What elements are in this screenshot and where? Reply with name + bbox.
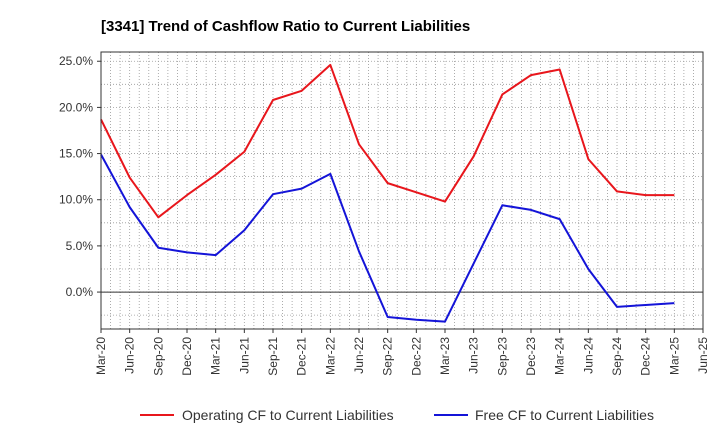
x-tick-label: Jun-22 xyxy=(352,337,366,374)
x-tick-label: Jun-21 xyxy=(237,337,251,374)
x-tick-label: Sep-21 xyxy=(266,337,280,376)
x-tick-label: Dec-21 xyxy=(295,337,309,376)
legend-label-free-cf: Free CF to Current Liabilities xyxy=(475,407,654,423)
legend: Operating CF to Current Liabilities Free… xyxy=(140,407,654,423)
x-tick-label: Mar-24 xyxy=(553,337,567,375)
y-tick-label: 0.0% xyxy=(66,285,94,299)
chart-title: [3341] Trend of Cashflow Ratio to Curren… xyxy=(101,18,470,35)
x-tick-label: Jun-23 xyxy=(467,337,481,374)
legend-label-operating-cf: Operating CF to Current Liabilities xyxy=(182,407,394,423)
x-tick-label: Sep-20 xyxy=(151,337,165,376)
x-tick-label: Mar-23 xyxy=(438,337,452,375)
x-tick-label: Jun-24 xyxy=(581,337,595,374)
plot-frame xyxy=(100,51,704,330)
y-tick-label: 20.0% xyxy=(59,100,93,114)
y-tick-label: 10.0% xyxy=(59,193,93,207)
x-tick-label: Sep-24 xyxy=(610,337,624,376)
series-line-free-cf xyxy=(100,154,675,323)
x-tick-label: Mar-21 xyxy=(209,337,223,375)
series-line-operating-cf xyxy=(100,63,675,219)
series-lines xyxy=(100,63,675,323)
y-tick-label: 5.0% xyxy=(66,239,94,253)
x-axis-ticks: Mar-20 Jun-20 Sep-20 Dec-20 Mar-21 Jun-21 Sep-… xyxy=(94,329,710,376)
grid-lines xyxy=(101,52,703,329)
x-tick-label: Mar-25 xyxy=(667,337,681,375)
y-tick-label: 25.0% xyxy=(59,54,93,68)
y-axis-ticks: 0.0% 5.0% 10.0% 15.0% 20.0% 25.0% xyxy=(59,54,101,299)
x-tick-label: Dec-24 xyxy=(639,337,653,376)
x-tick-label: Dec-22 xyxy=(409,337,423,376)
x-tick-label: Sep-22 xyxy=(381,337,395,376)
x-tick-label: Jun-25 xyxy=(696,337,710,374)
x-tick-label: Mar-22 xyxy=(323,337,337,375)
x-tick-label: Mar-20 xyxy=(94,337,108,375)
x-tick-label: Dec-23 xyxy=(524,337,538,376)
x-tick-label: Sep-23 xyxy=(495,337,509,376)
x-tick-label: Dec-20 xyxy=(180,337,194,376)
x-tick-label: Jun-20 xyxy=(123,337,137,374)
y-tick-label: 15.0% xyxy=(59,147,93,161)
